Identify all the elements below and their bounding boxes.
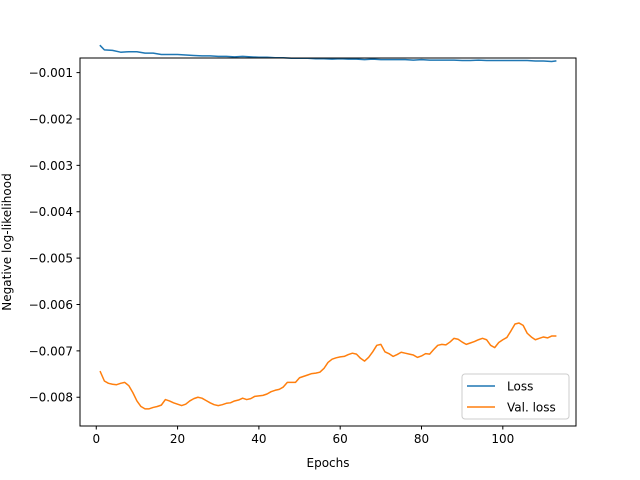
x-tick-label: 100 (491, 432, 514, 446)
y-tick-label: −0.007 (29, 344, 73, 358)
y-tick-label: −0.004 (29, 205, 73, 219)
x-tick-label: 60 (333, 432, 348, 446)
x-axis-label: Epochs (307, 456, 350, 470)
plot-lines (99, 44, 557, 410)
x-axis: 0 20 40 60 80 100 (92, 426, 514, 446)
y-axis: −0.008 −0.007 −0.006 −0.005 −0.004 −0.003 −0.0… (29, 66, 80, 405)
y-tick-label: −0.002 (29, 112, 73, 126)
y-tick-label: −0.003 (29, 159, 73, 173)
x-tick-label: 20 (170, 432, 185, 446)
x-tick-label: 0 (92, 432, 100, 446)
x-tick-label: 80 (414, 432, 429, 446)
legend: Loss Val. loss (461, 373, 570, 420)
series-line-loss (99, 44, 557, 63)
plot-frame (79, 57, 577, 427)
legend-entry-label: Val. loss (507, 401, 556, 415)
y-tick-label: −0.001 (29, 66, 73, 80)
x-tick-label: 40 (251, 432, 266, 446)
series-line-val-loss (99, 322, 557, 410)
y-axis-label: Negative log-likelihood (0, 173, 14, 310)
legend-entry-label: Loss (507, 380, 533, 394)
y-tick-label: −0.008 (29, 391, 73, 405)
y-tick-label: −0.006 (29, 298, 73, 312)
y-tick-label: −0.005 (29, 252, 73, 266)
